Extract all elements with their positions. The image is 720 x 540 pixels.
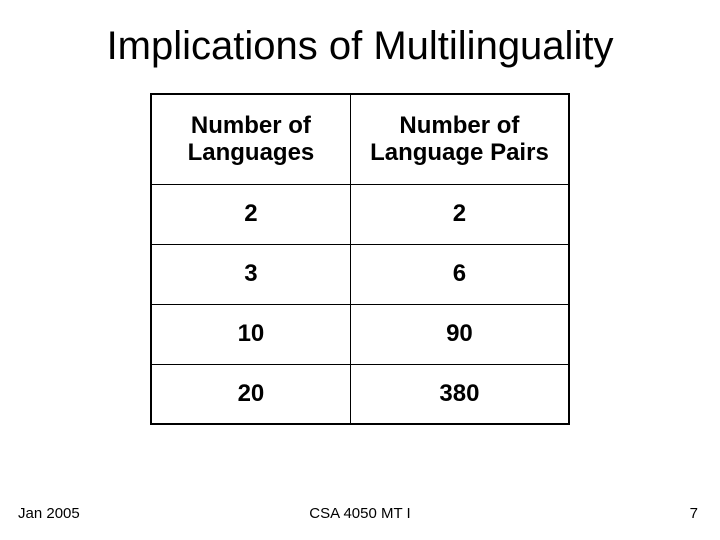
cell-pairs: 90 — [350, 304, 569, 364]
table-row: 20 380 — [151, 364, 569, 424]
table-container: Number of Languages Number of Language P… — [150, 93, 570, 425]
cell-pairs: 380 — [350, 364, 569, 424]
col-header-pairs: Number of Language Pairs — [350, 94, 569, 184]
footer-page-number: 7 — [690, 505, 698, 522]
footer-course: CSA 4050 MT I — [309, 505, 410, 522]
cell-languages: 10 — [151, 304, 350, 364]
table-header-row: Number of Languages Number of Language P… — [151, 94, 569, 184]
cell-pairs: 6 — [350, 244, 569, 304]
language-pairs-table: Number of Languages Number of Language P… — [150, 93, 570, 425]
cell-languages: 2 — [151, 184, 350, 244]
cell-languages: 20 — [151, 364, 350, 424]
cell-pairs: 2 — [350, 184, 569, 244]
slide-title: Implications of Multilinguality — [0, 0, 720, 81]
table-row: 10 90 — [151, 304, 569, 364]
cell-languages: 3 — [151, 244, 350, 304]
table-row: 3 6 — [151, 244, 569, 304]
col-header-languages: Number of Languages — [151, 94, 350, 184]
table-row: 2 2 — [151, 184, 569, 244]
footer-date: Jan 2005 — [18, 505, 80, 522]
